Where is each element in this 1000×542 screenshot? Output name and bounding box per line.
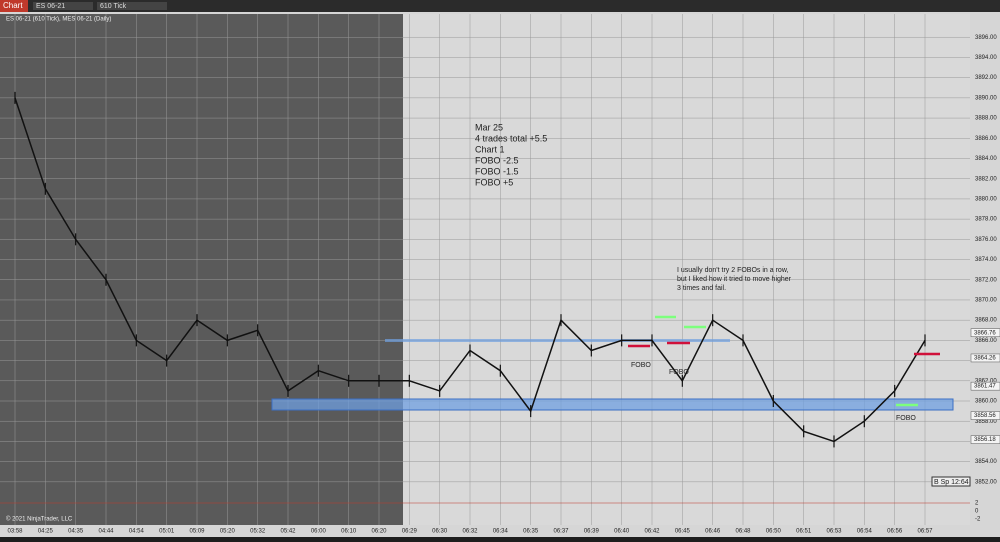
y-tick-label: 3894.00	[975, 55, 997, 61]
note: Mar 25	[475, 122, 503, 132]
chart-header: ES 06-21 (610 Tick), MES 06-21 (Daily)	[6, 17, 111, 23]
price-marker-box	[970, 353, 1000, 363]
resistance-zone	[385, 339, 730, 342]
y-tick-label: 3860.00	[975, 399, 997, 405]
indicator-tick: 2	[975, 501, 979, 507]
y-tick-label: 3866.00	[975, 338, 997, 344]
y-tick-label: 3884.00	[975, 156, 997, 162]
support-zone	[271, 398, 954, 411]
price-marker: 3864.26	[974, 356, 996, 362]
x-tick-label: 05:32	[250, 529, 266, 535]
x-tick-label: 04:25	[38, 529, 54, 535]
comment: but I liked how it tried to move higher	[677, 276, 792, 283]
y-tick-label: 3862.00	[975, 378, 997, 384]
y-tick-label: 3890.00	[975, 95, 997, 101]
x-tick-label: 06:20	[371, 529, 387, 535]
y-tick-label: 3870.00	[975, 298, 997, 304]
timer: B Sp 12:64	[934, 479, 969, 486]
x-tick-label: 04:44	[98, 529, 114, 535]
x-tick-label: 03:58	[7, 529, 23, 535]
y-tick-label: 3886.00	[975, 136, 997, 142]
price-marker-box	[970, 381, 1000, 391]
x-tick-label: 06:34	[493, 529, 509, 535]
trade-label: FOBO	[669, 369, 689, 376]
comment: I usually don't try 2 FOBOs in a row,	[677, 267, 788, 274]
x-tick-label: 06:32	[462, 529, 478, 535]
x-tick-label: 06:29	[402, 529, 418, 535]
x-tick-label: 06:35	[523, 529, 539, 535]
x-tick-label: 04:54	[129, 529, 145, 535]
tab[interactable]	[0, 0, 28, 12]
y-tick-label: 3896.00	[975, 35, 997, 41]
toolbar	[0, 0, 1000, 12]
x-tick-label: 06:42	[644, 529, 660, 535]
y-tick-label: 3854.00	[975, 459, 997, 465]
y-tick-label: 3892.00	[975, 75, 997, 81]
note: FOBO -1.5	[475, 166, 519, 176]
x-tick-label: 06:54	[857, 529, 873, 535]
x-tick-label: 04:35	[68, 529, 84, 535]
x-tick-label: 06:37	[553, 529, 569, 535]
x-tick-label: 06:50	[766, 529, 782, 535]
comment: 3 times and fail.	[677, 285, 726, 292]
trade-label: FOBO	[631, 362, 651, 369]
x-tick-label: 06:51	[796, 529, 812, 535]
x-tick-label: 06:30	[432, 529, 448, 535]
x-tick-label: 05:09	[189, 529, 205, 535]
interval-box[interactable]	[97, 2, 167, 10]
interval[interactable]: 610 Tick	[100, 3, 127, 10]
x-tick-label: 05:01	[159, 529, 175, 535]
tab-label[interactable]: Chart	[3, 1, 23, 10]
x-tick-label: 06:53	[826, 529, 842, 535]
price-marker: 3856.18	[974, 437, 996, 443]
x-tick-label: 06:56	[887, 529, 903, 535]
price-marker-box	[970, 411, 1000, 420]
y-tick-label: 3858.00	[975, 419, 997, 425]
instrument-box[interactable]	[33, 2, 93, 10]
trade-label: FOBO	[896, 415, 916, 422]
instrument[interactable]: ES 06-21	[36, 3, 65, 10]
timer-box	[931, 476, 971, 487]
price-marker: 3866.76	[974, 330, 996, 336]
indicator-shade	[0, 497, 403, 525]
indicator-tick: -2	[975, 517, 981, 523]
x-tick-label: 06:40	[614, 529, 630, 535]
note: FOBO +5	[475, 177, 513, 187]
price-marker: 3858.56	[974, 413, 996, 419]
y-tick-label: 3872.00	[975, 277, 997, 283]
price-marker-box	[970, 435, 1000, 444]
note: FOBO -2.5	[475, 155, 519, 165]
y-tick-label: 3880.00	[975, 196, 997, 202]
x-tick-label: 06:46	[705, 529, 721, 535]
x-tick-label: 06:39	[584, 529, 600, 535]
y-tick-label: 3868.00	[975, 318, 997, 324]
price-marker-box	[970, 328, 1000, 337]
x-tick-label: 06:00	[311, 529, 327, 535]
copyright: © 2021 NinjaTrader, LLC	[6, 516, 73, 523]
x-tick-label: 06:57	[917, 529, 933, 535]
x-tick-label: 06:10	[341, 529, 357, 535]
x-tick-label: 05:20	[220, 529, 236, 535]
note: 4 trades total +5.5	[475, 133, 547, 143]
y-tick-label: 3852.00	[975, 479, 997, 485]
y-tick-label: 3874.00	[975, 257, 997, 263]
x-tick-label: 06:48	[735, 529, 751, 535]
x-tick-label: 05:42	[280, 529, 296, 535]
price-marker: 3861.47	[974, 384, 996, 390]
y-tick-label: 3878.00	[975, 217, 997, 223]
y-tick-label: 3876.00	[975, 237, 997, 243]
x-tick-label: 06:45	[675, 529, 691, 535]
indicator-tick: 0	[975, 509, 979, 515]
arrows	[628, 315, 940, 407]
y-tick-label: 3888.00	[975, 116, 997, 122]
y-tick-label: 3882.00	[975, 176, 997, 182]
shaded-session	[0, 14, 403, 497]
note: Chart 1	[475, 144, 505, 154]
